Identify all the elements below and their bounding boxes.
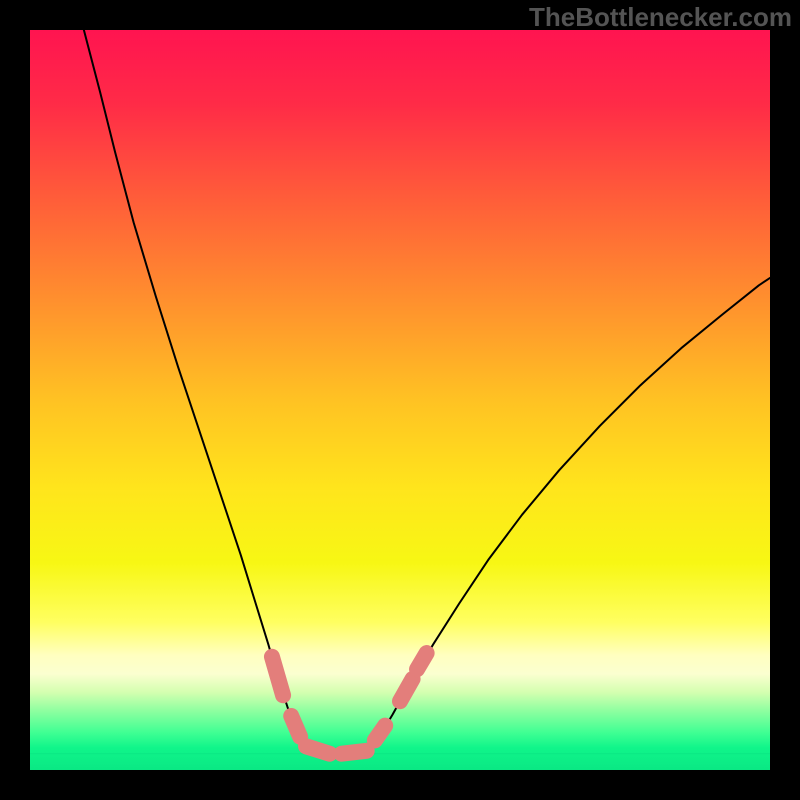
marker-segment (272, 657, 283, 695)
marker-segment (306, 746, 330, 753)
marker-segment (375, 726, 385, 741)
marker-segment (291, 716, 300, 737)
marker-segment (400, 679, 413, 701)
gradient-background (30, 30, 770, 770)
bottleneck-chart: TheBottlenecker.com (0, 0, 800, 800)
plot-svg (0, 0, 800, 800)
watermark-text: TheBottlenecker.com (529, 2, 792, 33)
marker-segment (342, 751, 367, 754)
marker-segment (417, 653, 427, 669)
